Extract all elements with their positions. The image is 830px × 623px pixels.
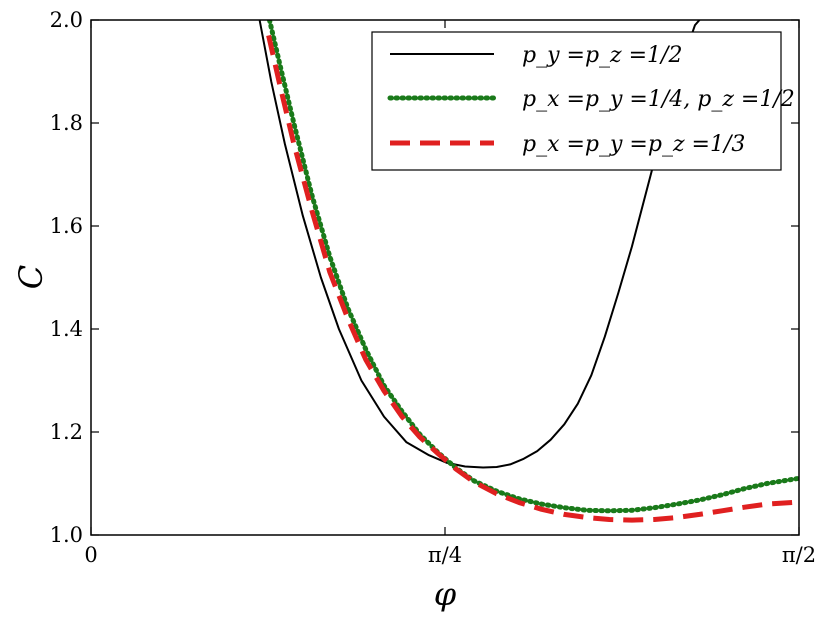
x-tick-label: π/2 [782, 543, 816, 567]
y-tick-label: 1.8 [50, 111, 83, 135]
x-axis-label: φ [434, 575, 457, 613]
y-tick-label: 1.4 [50, 317, 83, 341]
y-axis-label: C [12, 265, 50, 289]
x-tick-label: π/4 [428, 543, 462, 567]
y-tick-label: 1.6 [50, 214, 83, 238]
y-tick-label: 1.2 [50, 420, 83, 444]
legend-label-2: p_x =p_y =1/4, p_z =1/2 [522, 87, 795, 112]
ticks-layer: 0 π/4 π/2 1.0 1.2 1.4 1.6 1.8 2.0 [50, 8, 817, 567]
y-tick-label: 2.0 [50, 8, 83, 32]
x-tick-label: 0 [84, 543, 97, 567]
series-line-3 [266, 34, 799, 523]
legend: p_y =p_z =1/2 p_x =p_y =1/4, p_z =1/2 p_… [371, 31, 795, 171]
y-tick-label: 1.0 [50, 523, 83, 547]
legend-label-3: p_x =p_y =p_z =1/3 [522, 132, 745, 157]
legend-label-1: p_y =p_z =1/2 [522, 43, 682, 68]
plot-frame [90, 19, 800, 536]
